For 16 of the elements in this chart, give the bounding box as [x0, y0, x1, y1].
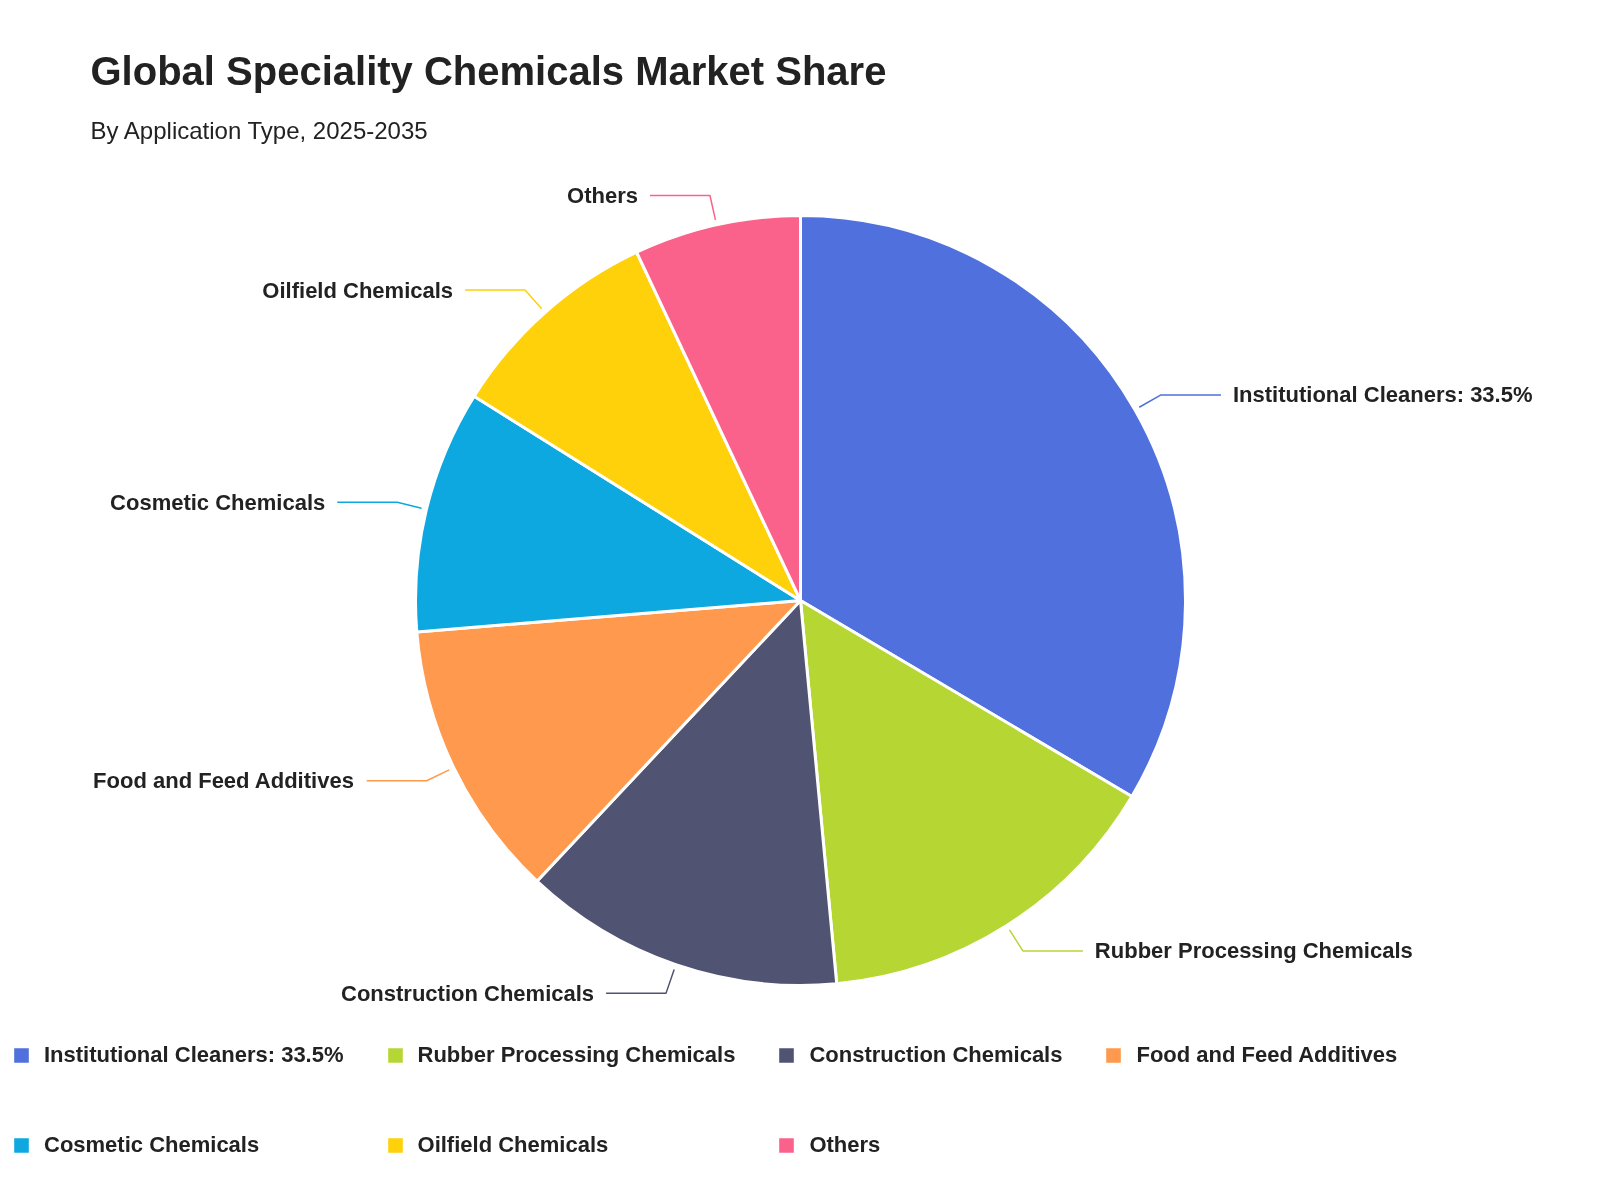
legend-label: Cosmetic Chemicals — [44, 1131, 260, 1159]
slice-label: Construction Chemicals — [341, 980, 595, 1006]
legend-label: Construction Chemicals — [809, 1041, 1063, 1069]
slice-label: Oilfield Chemicals — [262, 277, 454, 303]
slice-label: Others — [567, 182, 638, 208]
chart-title: Global Speciality Chemicals Market Share — [90, 48, 887, 93]
slice-label: Cosmetic Chemicals — [110, 489, 326, 515]
slice-label: Institutional Cleaners: 33.5% — [1232, 382, 1533, 408]
legend-label: Others — [809, 1131, 881, 1159]
legend-label: Institutional Cleaners: 33.5% — [44, 1041, 344, 1069]
legend-label: Food and Feed Additives — [1136, 1041, 1398, 1069]
slice-label: Rubber Processing Chemicals — [1094, 938, 1413, 964]
chart-subtitle: By Application Type, 2025-2035 — [90, 117, 428, 144]
legend-label: Oilfield Chemicals — [417, 1131, 609, 1159]
legend-label: Rubber Processing Chemicals — [417, 1041, 736, 1069]
slice-label: Food and Feed Additives — [93, 768, 354, 794]
